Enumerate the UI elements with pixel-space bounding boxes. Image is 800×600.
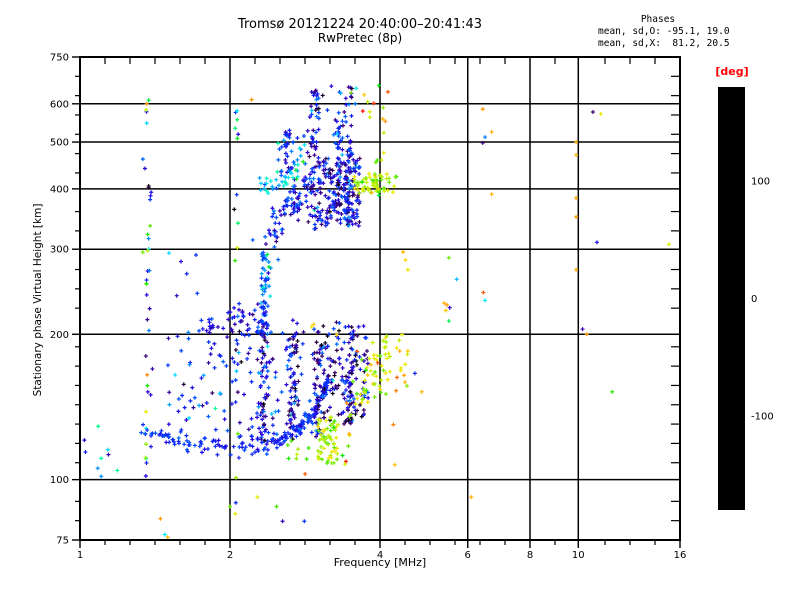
phase-stats-heading: Phases xyxy=(640,14,676,25)
x-tick-label: 6 xyxy=(465,550,471,561)
y-tick-label: 750 xyxy=(50,53,69,64)
y-tick-label: 200 xyxy=(50,330,69,341)
y-tick-label: 400 xyxy=(50,184,69,195)
colorbar-gradient xyxy=(718,87,745,510)
phase-stats-o-mode: mean, sd,O: -95.1, 19.0 xyxy=(598,26,730,37)
phase-stats-x-mode: mean, sd,X: 81.2, 20.5 xyxy=(598,38,730,49)
y-tick-label: 500 xyxy=(50,138,69,149)
x-tick-label: 1 xyxy=(77,550,83,561)
x-axis-title: Frequency [MHz] xyxy=(333,556,427,569)
y-tick-label: 600 xyxy=(50,99,69,110)
x-tick-label: 10 xyxy=(572,550,585,561)
phase-stats-block: Phases mean, sd,O: -95.1, 19.0 mean, sd,… xyxy=(598,14,778,50)
y-axis-title: Stationary phase Virtual Height [km] xyxy=(32,203,44,397)
tick-labels: 1 2 4 6 8 10 16 75 100 200 300 400 500 600 750 xyxy=(50,53,686,562)
plot-subtitle: RwPretec (8p) xyxy=(317,31,403,45)
x-tick-label: 4 xyxy=(377,550,383,561)
x-tick-label: 2 xyxy=(227,550,233,561)
colorbar-tick-label: -100 xyxy=(751,412,774,423)
plot-frame xyxy=(79,56,681,541)
colorbar: 100 0 -100 xyxy=(718,87,774,510)
data-points xyxy=(82,83,671,539)
x-tick-label: 8 xyxy=(527,550,533,561)
y-tick-label: 100 xyxy=(50,475,69,486)
x-tick-label: 16 xyxy=(674,550,687,561)
y-tick-label: 75 xyxy=(56,536,69,547)
colorbar-tick-label: 100 xyxy=(751,177,770,188)
grid-lines xyxy=(80,57,680,540)
colorbar-unit-label: [deg] xyxy=(715,65,749,78)
colorbar-tick-label: 0 xyxy=(751,294,757,305)
plot-title: Tromsø 20121224 20:40:00–20:41:43 xyxy=(237,17,483,32)
axis-ticks xyxy=(72,56,681,548)
y-tick-label: 300 xyxy=(50,245,69,256)
